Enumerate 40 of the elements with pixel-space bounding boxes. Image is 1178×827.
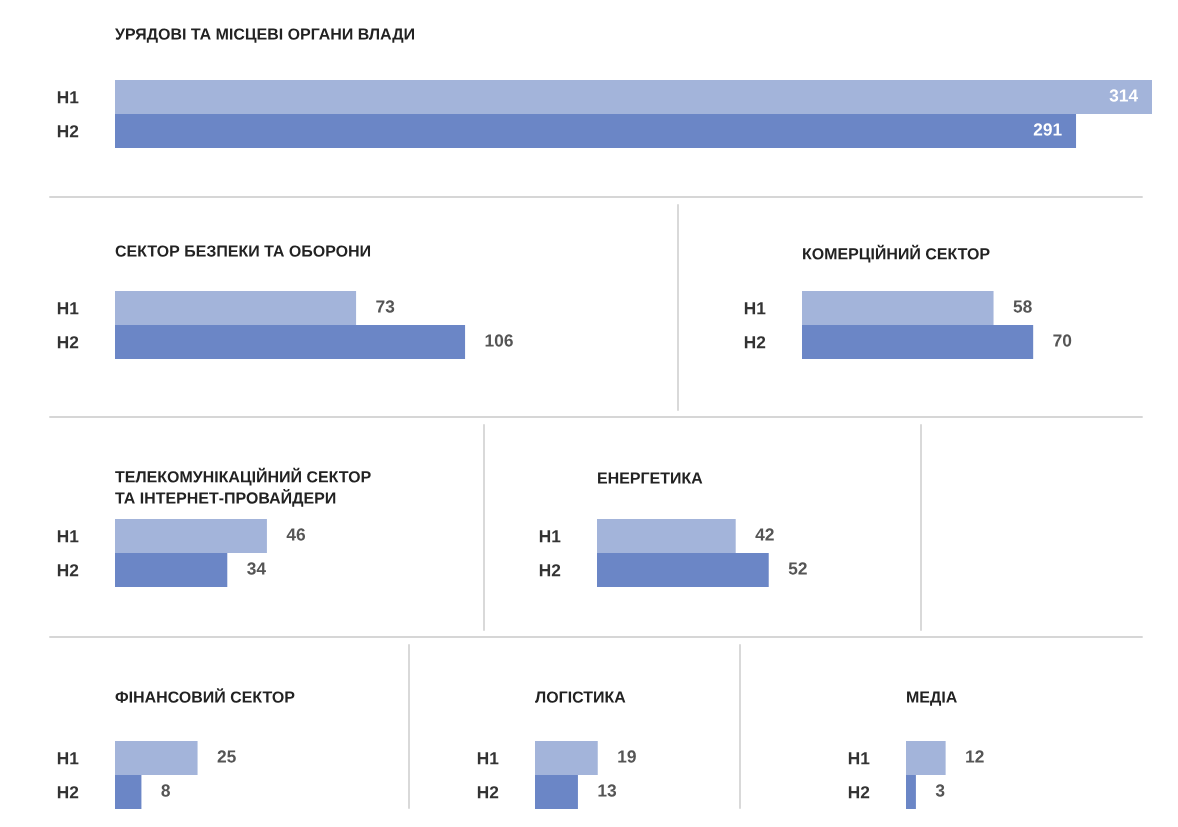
chart-title: СЕКТОР БЕЗПЕКИ ТА ОБОРОНИ	[115, 245, 371, 257]
y-tick-label: H2	[539, 564, 561, 577]
chart-title: ЕНЕРГЕТИКА	[598, 472, 703, 484]
data-label: 19	[618, 750, 636, 763]
data-label: 73	[376, 300, 395, 313]
y-tick-label: H1	[744, 302, 766, 315]
y-tick-label: H1	[57, 91, 79, 104]
data-label: 42	[755, 528, 774, 541]
y-tick-label: H1	[848, 752, 870, 765]
y-tick-label: H1	[477, 752, 499, 765]
chart-title: ТЕЛЕКОМУНІКАЦІЙНИЙ СЕКТОР ТА ІНТЕРНЕТ-ПРОВАЙДЕРИ	[115, 467, 371, 507]
y-tick-label: H1	[57, 530, 79, 543]
data-label: 70	[1053, 334, 1072, 347]
data-label: 13	[598, 784, 617, 797]
y-tick-label: H2	[57, 564, 79, 577]
data-label: 314	[1109, 89, 1139, 102]
data-label: 8	[161, 784, 170, 797]
y-tick-label: H2	[744, 336, 766, 349]
data-label: 106	[485, 334, 513, 347]
data-label: 12	[966, 750, 984, 763]
y-tick-label: H2	[57, 336, 79, 349]
y-tick-label: H1	[57, 752, 79, 765]
y-tick-label: H2	[57, 786, 79, 799]
y-tick-label: H2	[848, 786, 870, 799]
data-label: 3	[935, 784, 945, 797]
data-label: 52	[788, 562, 807, 575]
data-label: 291	[1033, 123, 1062, 136]
chart-title: ФІНАНСОВИЙ СЕКТОР	[115, 688, 295, 703]
y-tick-label: H2	[477, 786, 499, 799]
data-label: 46	[286, 528, 306, 541]
y-tick-label: H2	[57, 125, 79, 138]
y-tick-label: H1	[57, 302, 79, 315]
data-label: 34	[247, 562, 266, 575]
data-label: 58	[1013, 300, 1032, 313]
chart-title: ЛОГІСТИКА	[535, 691, 626, 703]
chart-title: УРЯДОВІ ТА МІСЦЕВІ ОРГАНИ ВЛАДИ	[115, 28, 415, 43]
y-tick-label: H1	[539, 530, 561, 543]
chart-title: МЕДІА	[907, 691, 957, 706]
data-label: 25	[217, 750, 236, 763]
chart-title: КОМЕРЦІЙНИЙ СЕКТОР	[803, 244, 990, 263]
